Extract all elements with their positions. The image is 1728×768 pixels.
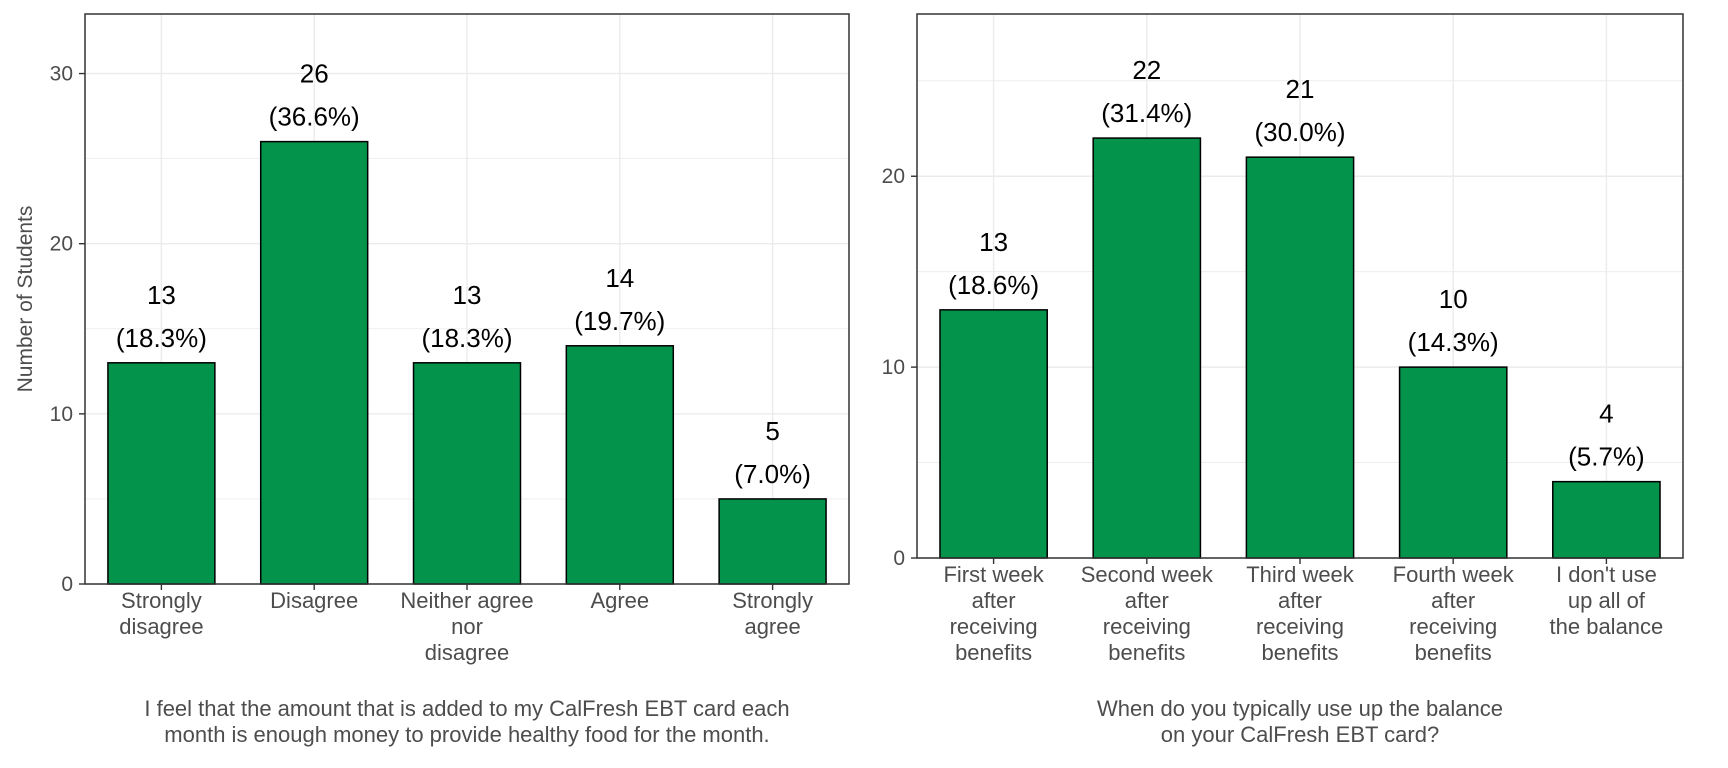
bar-1 [107,362,216,585]
bar-percent-label: (18.3%) [421,323,512,353]
bar-count-label: 13 [147,280,176,310]
x-category-label: Fourth week after receiving benefits [1393,562,1515,665]
bar-count-label: 4 [1599,399,1613,429]
bar-percent-label: (31.4%) [1101,98,1192,128]
x-category-label: Third week after receiving benefits [1246,562,1355,665]
chart-panel-1: 13 (18.3%) 26 (36.6%) 13 (18.3%) 14 (19.7%) 5 (7.… [14,13,850,747]
bar-count-label: 22 [1132,55,1161,85]
y-tick-label: 10 [50,403,73,426]
y-tick-label: 0 [893,547,905,570]
bar-count-label: 26 [300,59,329,89]
y-tick-label: 20 [882,165,905,188]
bar-5 [718,498,827,585]
bar-3 [412,362,522,585]
bar-percent-label: (5.7%) [1568,442,1645,472]
bar-percent-label: (19.7%) [574,306,665,336]
x-axis-title: When do you typically use up the balance… [1097,696,1503,747]
bar-4 [565,345,675,585]
bar-count-label: 5 [765,416,779,446]
bar-5 [1552,480,1661,559]
x-category-label: Second week after receiving benefits [1081,562,1214,665]
bar-2 [259,140,369,585]
bar-1 [939,309,1048,559]
x-category-label: Disagree [270,588,358,613]
y-tick-label: 20 [50,233,73,256]
x-category-label: Neither agree nor disagree [400,588,533,665]
bar-count-label: 21 [1286,74,1315,104]
bar-count-label: 13 [979,227,1008,257]
x-category-label: Strongly agree [732,588,813,639]
x-axis-title: I feel that the amount that is added to … [144,696,789,747]
bar-percent-label: (30.0%) [1254,117,1345,147]
bar-count-label: 14 [605,263,634,293]
chart-panel-2: 13 (18.6%) 22 (31.4%) 21 (30.0%) 10 (14.3%) 4 (5.… [882,13,1684,747]
y-axis-title: Number of Students [14,206,37,393]
bar-percent-label: (36.6%) [269,102,360,132]
x-category-label: Strongly disagree [119,588,203,639]
bar-4 [1398,366,1508,559]
y-tick-label: 10 [882,356,905,379]
y-tick-label: 0 [61,573,73,596]
bar-2 [1092,137,1202,559]
x-category-label: First week after receiving benefits [943,562,1044,665]
bar-percent-label: (7.0%) [734,459,811,489]
bar-count-label: 13 [453,280,482,310]
bar-percent-label: (18.3%) [116,323,207,353]
y-tick-label: 30 [50,63,73,86]
bar-percent-label: (14.3%) [1408,327,1499,357]
x-category-label: Agree [590,588,649,613]
bar-count-label: 10 [1439,284,1468,314]
bar-3 [1245,156,1355,559]
x-category-label: I don't use up all of the balance [1550,562,1664,639]
bar-percent-label: (18.6%) [948,270,1039,300]
